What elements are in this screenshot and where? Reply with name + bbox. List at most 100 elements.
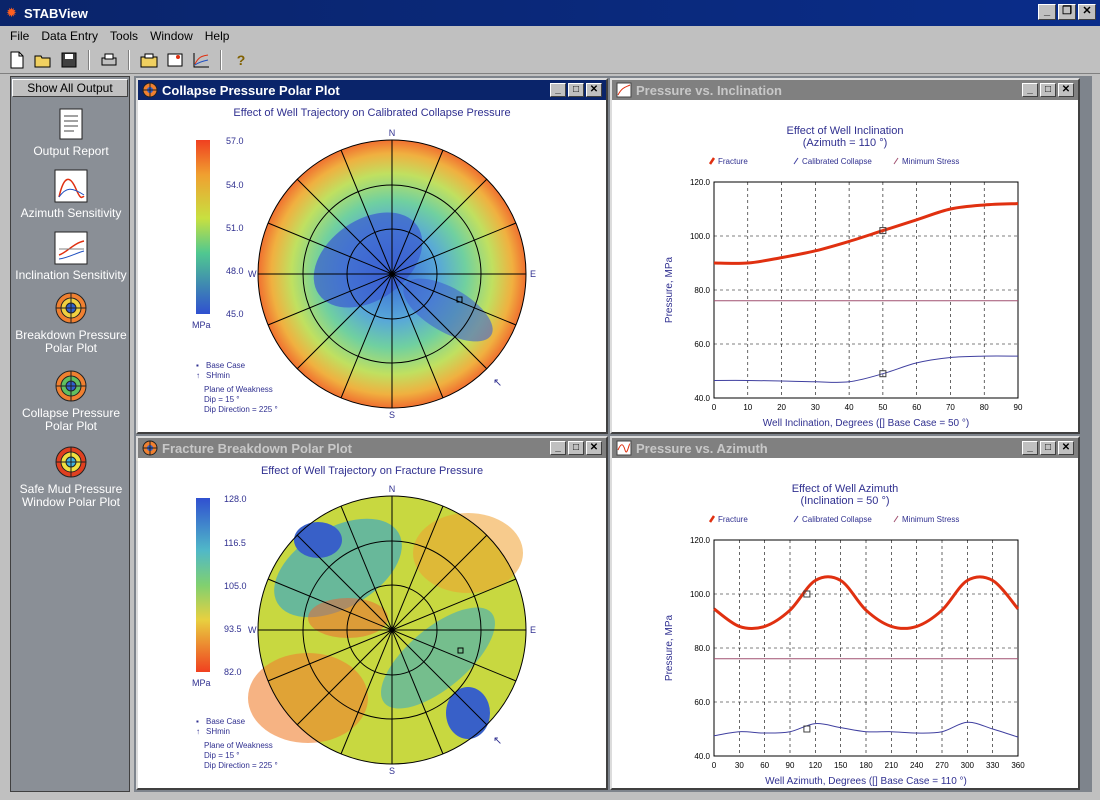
x-tick-label: 270 bbox=[935, 761, 949, 770]
restore-button[interactable]: ❐ bbox=[1058, 4, 1076, 20]
base-case-icon: ▪ bbox=[196, 717, 199, 726]
collapse-polar-plot: Effect of Well Trajectory on Calibrated … bbox=[192, 107, 536, 420]
report-icon bbox=[59, 108, 83, 140]
x-tick-label: 150 bbox=[834, 761, 848, 770]
sidebar-item-inclination-sensitivity[interactable]: Inclination Sensitivity bbox=[11, 231, 131, 282]
inclination-body: Effect of Well Inclination (Azimuth = 110… bbox=[612, 100, 1078, 432]
collapse-polar-window[interactable]: Collapse Pressure Polar Plot _ □ ✕ Effect … bbox=[136, 78, 608, 434]
menu-window[interactable]: Window bbox=[150, 29, 193, 43]
window-titlebar[interactable]: Fracture Breakdown Polar Plot _ □ ✕ bbox=[138, 438, 606, 458]
minimize-button[interactable]: _ bbox=[1038, 4, 1056, 20]
scale-label: 128.0 bbox=[224, 494, 247, 504]
scale-label: 51.0 bbox=[226, 223, 244, 233]
minimize-button[interactable]: _ bbox=[1022, 83, 1038, 97]
chart-title: Effect of Well Azimuth bbox=[792, 483, 899, 495]
sidebar-item-collapse-polar[interactable]: Collapse Pressure Polar Plot bbox=[11, 369, 131, 433]
close-button[interactable]: ✕ bbox=[1078, 4, 1096, 20]
menu-help[interactable]: Help bbox=[204, 29, 230, 43]
x-tick-label: 80 bbox=[980, 403, 989, 412]
x-tick-label: 90 bbox=[1014, 403, 1023, 412]
fracture-polar-plot: Effect of Well Trajectory on Fracture Pr… bbox=[192, 465, 536, 776]
scale-label: 45.0 bbox=[226, 309, 244, 319]
maximize-button[interactable]: □ bbox=[1040, 83, 1056, 97]
x-tick-label: 10 bbox=[743, 403, 752, 412]
compass-east: E bbox=[530, 269, 536, 279]
window-title: Pressure vs. Inclination bbox=[636, 82, 782, 98]
app-title: STABView bbox=[24, 5, 88, 21]
legend-base-case: Base Case bbox=[206, 361, 246, 370]
maximize-button[interactable]: □ bbox=[568, 83, 584, 97]
maximize-button[interactable]: □ bbox=[568, 441, 584, 455]
scale-label: 54.0 bbox=[226, 180, 244, 190]
inclination-window[interactable]: Pressure vs. Inclination _ □ ✕ Effect of W… bbox=[610, 78, 1080, 434]
menu-tools[interactable]: Tools bbox=[110, 29, 139, 43]
print-icon[interactable] bbox=[98, 49, 120, 71]
close-button[interactable]: ✕ bbox=[586, 83, 602, 97]
sidebar-item-label: Collapse Pressure Polar Plot bbox=[21, 406, 121, 433]
series-line-fracture bbox=[713, 575, 1020, 631]
legend-dip-direction: Dip Direction = 225 ° bbox=[204, 405, 278, 414]
scale-label: 48.0 bbox=[226, 266, 244, 276]
chart-title: Effect of Well Inclination bbox=[787, 125, 904, 137]
open-folder-icon[interactable] bbox=[32, 49, 54, 71]
scale-unit: MPa bbox=[192, 678, 211, 688]
shmin-arrow-icon: ↖ bbox=[493, 377, 502, 389]
sidebar-item-breakdown-polar[interactable]: Breakdown Pressure Polar Plot bbox=[11, 291, 131, 355]
window-title: Pressure vs. Azimuth bbox=[636, 440, 768, 456]
y-axis-label: Pressure, MPa bbox=[664, 256, 675, 323]
maximize-button[interactable]: □ bbox=[1040, 441, 1056, 455]
sidebar-item-label: Breakdown Pressure Polar Plot bbox=[15, 328, 127, 355]
legend-dip: Dip = 15 ° bbox=[204, 751, 239, 760]
x-tick-label: 60 bbox=[760, 761, 769, 770]
x-tick-label: 90 bbox=[786, 761, 795, 770]
y-tick-label: 80.0 bbox=[694, 644, 710, 653]
legend-shmin: SHmin bbox=[206, 371, 230, 380]
close-button[interactable]: ✕ bbox=[1058, 83, 1074, 97]
close-button[interactable]: ✕ bbox=[586, 441, 602, 455]
window-titlebar[interactable]: Pressure vs. Inclination _ □ ✕ bbox=[612, 80, 1078, 100]
open-project-icon[interactable] bbox=[138, 49, 160, 71]
new-file-icon[interactable] bbox=[6, 49, 28, 71]
toolbar-separator bbox=[220, 49, 222, 70]
sidebar-item-azimuth-sensitivity[interactable]: Azimuth Sensitivity bbox=[11, 169, 131, 220]
sidebar-item-output-report[interactable]: Output Report bbox=[11, 107, 131, 158]
base-case-marker bbox=[457, 647, 464, 654]
x-tick-label: 300 bbox=[961, 761, 975, 770]
window-title: Fracture Breakdown Polar Plot bbox=[162, 440, 352, 456]
legend-swatch bbox=[708, 515, 716, 523]
azimuth-window[interactable]: Pressure vs. Azimuth _ □ ✕ Effect of Well … bbox=[610, 436, 1080, 790]
scale-label: 82.0 bbox=[224, 667, 242, 677]
save-icon[interactable] bbox=[58, 49, 80, 71]
inclination-chart: Effect of Well Inclination(Azimuth = 110… bbox=[664, 125, 1023, 429]
polar-plot-icon bbox=[142, 440, 158, 456]
polar-plot-icon bbox=[142, 82, 158, 98]
x-tick-label: 0 bbox=[712, 403, 717, 412]
window-titlebar[interactable]: Collapse Pressure Polar Plot _ □ ✕ bbox=[138, 80, 606, 100]
fracture-polar-window[interactable]: Fracture Breakdown Polar Plot _ □ ✕ Effect… bbox=[136, 436, 608, 790]
color-scale-bar bbox=[196, 140, 210, 314]
chart-icon[interactable] bbox=[190, 49, 212, 71]
close-button[interactable]: ✕ bbox=[1058, 441, 1074, 455]
x-tick-label: 40 bbox=[845, 403, 854, 412]
minimize-button[interactable]: _ bbox=[550, 83, 566, 97]
y-tick-label: 60.0 bbox=[694, 698, 710, 707]
window-titlebar[interactable]: Pressure vs. Azimuth _ □ ✕ bbox=[612, 438, 1078, 458]
azimuth-chart: Effect of Well Azimuth(Inclination = 50 … bbox=[664, 483, 1025, 787]
sidebar-item-label: Inclination Sensitivity bbox=[15, 268, 127, 282]
base-case-icon: ▪ bbox=[196, 361, 199, 370]
legend-base-case: Base Case bbox=[206, 717, 246, 726]
compass-west: W bbox=[248, 269, 257, 279]
data-entry-icon[interactable] bbox=[164, 49, 186, 71]
menu-file[interactable]: File bbox=[10, 29, 30, 43]
y-tick-label: 40.0 bbox=[694, 394, 710, 403]
inclination-chart-icon bbox=[54, 231, 88, 265]
menu-data-entry[interactable]: Data Entry bbox=[41, 29, 99, 43]
toolbar-separator bbox=[128, 49, 130, 70]
sidebar-item-safe-mud-polar[interactable]: Safe Mud Pressure Window Polar Plot bbox=[11, 445, 131, 509]
show-all-output-button[interactable]: Show All Output bbox=[12, 79, 128, 97]
minimize-button[interactable]: _ bbox=[1022, 441, 1038, 455]
legend-label: Calibrated Collapse bbox=[802, 157, 872, 166]
help-icon[interactable]: ? bbox=[236, 51, 246, 68]
minimize-button[interactable]: _ bbox=[550, 441, 566, 455]
